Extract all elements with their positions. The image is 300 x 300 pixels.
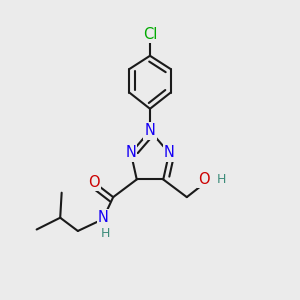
Text: O: O bbox=[198, 172, 210, 187]
Text: Cl: Cl bbox=[143, 27, 157, 42]
Text: O: O bbox=[88, 175, 100, 190]
Text: N: N bbox=[145, 123, 155, 138]
Text: N: N bbox=[164, 146, 175, 160]
Text: H: H bbox=[101, 227, 110, 240]
Text: N: N bbox=[125, 146, 136, 160]
Text: H: H bbox=[217, 173, 226, 186]
Text: N: N bbox=[98, 210, 108, 225]
